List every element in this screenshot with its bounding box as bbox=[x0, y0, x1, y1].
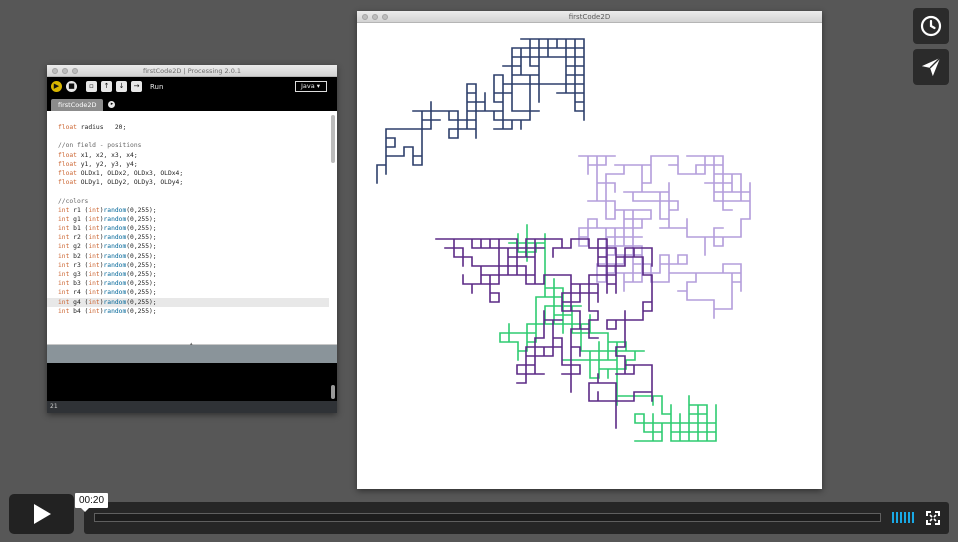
random-walk-path bbox=[578, 155, 751, 319]
code-line: int r2 (int)random(0,255); bbox=[58, 234, 157, 242]
sketch-zoom-button[interactable] bbox=[382, 14, 388, 20]
mode-select[interactable]: Java ▾ bbox=[295, 81, 327, 92]
random-walk-segments bbox=[435, 238, 653, 429]
ide-window-title: firstCode2D | Processing 2.0.1 bbox=[142, 67, 242, 75]
random-walk-segments bbox=[578, 155, 751, 319]
code-line: int g3 (int)random(0,255); bbox=[58, 271, 157, 278]
code-line: //on field - positions bbox=[58, 142, 142, 150]
zoom-window-button[interactable] bbox=[72, 68, 78, 74]
code-line: float OLDy1, OLDy2, OLDy3, OLDy4; bbox=[58, 179, 184, 187]
code-line: float radius 20; bbox=[58, 124, 127, 131]
sketch-close-button[interactable] bbox=[362, 14, 368, 20]
ide-toolbar: ▶ ■ ▫ ↑ ↓ → Run Java ▾ firstCode2D ▸ bbox=[47, 77, 337, 111]
code-text: float radius 20; //on field - positions f… bbox=[58, 123, 183, 316]
volume-bar bbox=[900, 512, 902, 523]
line-number-status: 21 bbox=[47, 401, 337, 413]
code-line: float x1, x2, x3, x4; bbox=[58, 151, 138, 159]
open-file-icon[interactable]: ↑ bbox=[101, 81, 112, 92]
console-scrollbar[interactable] bbox=[331, 385, 335, 399]
minimize-window-button[interactable] bbox=[62, 68, 68, 74]
fullscreen-icon[interactable] bbox=[926, 511, 940, 525]
sketch-window-title: firstCode2D bbox=[568, 13, 611, 21]
volume-bar bbox=[896, 512, 898, 523]
sketch-titlebar: firstCode2D bbox=[357, 11, 822, 23]
random-walk-path bbox=[376, 38, 585, 184]
code-line: int b3 (int)random(0,255); bbox=[58, 280, 157, 288]
new-file-icon[interactable]: ▫ bbox=[86, 81, 97, 92]
code-line: int g1 (int)random(0,255); bbox=[58, 215, 157, 223]
volume-bar bbox=[892, 512, 894, 523]
code-line bbox=[58, 132, 183, 141]
code-line: //colors bbox=[58, 197, 89, 205]
code-editor[interactable]: float radius 20; //on field - positions f… bbox=[47, 111, 337, 345]
run-button[interactable]: ▶ bbox=[51, 81, 62, 92]
editor-scrollbar[interactable] bbox=[331, 115, 335, 163]
divider-grip-icon: ▴ bbox=[190, 341, 193, 347]
console-area bbox=[47, 363, 337, 401]
random-walk-path bbox=[435, 238, 653, 429]
code-line: int r4 (int)random(0,255); bbox=[58, 289, 157, 297]
close-window-button[interactable] bbox=[52, 68, 58, 74]
code-line: int r3 (int)random(0,255); bbox=[58, 261, 157, 269]
code-line: float y1, y2, y3, y4; bbox=[58, 160, 138, 168]
code-line: int g2 (int)random(0,255); bbox=[58, 243, 157, 251]
volume-bar bbox=[908, 512, 910, 523]
play-icon bbox=[33, 504, 51, 524]
share-button[interactable] bbox=[913, 49, 949, 85]
current-time-tooltip: 00:20 bbox=[75, 493, 109, 512]
current-line-highlight bbox=[47, 297, 329, 307]
volume-bar bbox=[912, 512, 914, 523]
ide-titlebar: firstCode2D | Processing 2.0.1 bbox=[47, 65, 337, 77]
code-line bbox=[58, 187, 183, 196]
tab-firstcode2d[interactable]: firstCode2D bbox=[51, 99, 104, 111]
player-controls bbox=[84, 502, 949, 534]
export-icon[interactable]: → bbox=[131, 81, 142, 92]
tab-menu-icon[interactable]: ▸ bbox=[108, 101, 116, 108]
code-line: int b1 (int)random(0,255); bbox=[58, 225, 157, 233]
code-line: int g4 (int)random(0,255); bbox=[58, 298, 157, 306]
paper-plane-icon bbox=[921, 57, 941, 77]
clock-icon bbox=[920, 15, 942, 37]
code-line: int b4 (int)random(0,255); bbox=[58, 307, 157, 315]
editor-console-divider[interactable]: ▴ bbox=[47, 341, 337, 363]
play-button[interactable] bbox=[9, 494, 74, 534]
sketch-minimize-button[interactable] bbox=[372, 14, 378, 20]
code-line: int r1 (int)random(0,255); bbox=[58, 206, 157, 214]
random-walk-canvas bbox=[376, 38, 751, 442]
random-walk-segments bbox=[376, 38, 585, 184]
stop-button[interactable]: ■ bbox=[66, 81, 77, 92]
volume-control[interactable] bbox=[892, 512, 914, 523]
processing-ide-window: firstCode2D | Processing 2.0.1 ▶ ■ ▫ ↑ ↓… bbox=[47, 65, 337, 413]
sketch-window: firstCode2D bbox=[357, 11, 822, 489]
run-label: Run bbox=[150, 82, 164, 91]
save-file-icon[interactable]: ↓ bbox=[116, 81, 127, 92]
progress-bar[interactable] bbox=[94, 513, 881, 522]
code-line: float OLDx1, OLDx2, OLDx3, OLDx4; bbox=[58, 169, 184, 177]
watch-later-button[interactable] bbox=[913, 8, 949, 44]
volume-bar bbox=[904, 512, 906, 523]
code-line: int b2 (int)random(0,255); bbox=[58, 252, 157, 260]
